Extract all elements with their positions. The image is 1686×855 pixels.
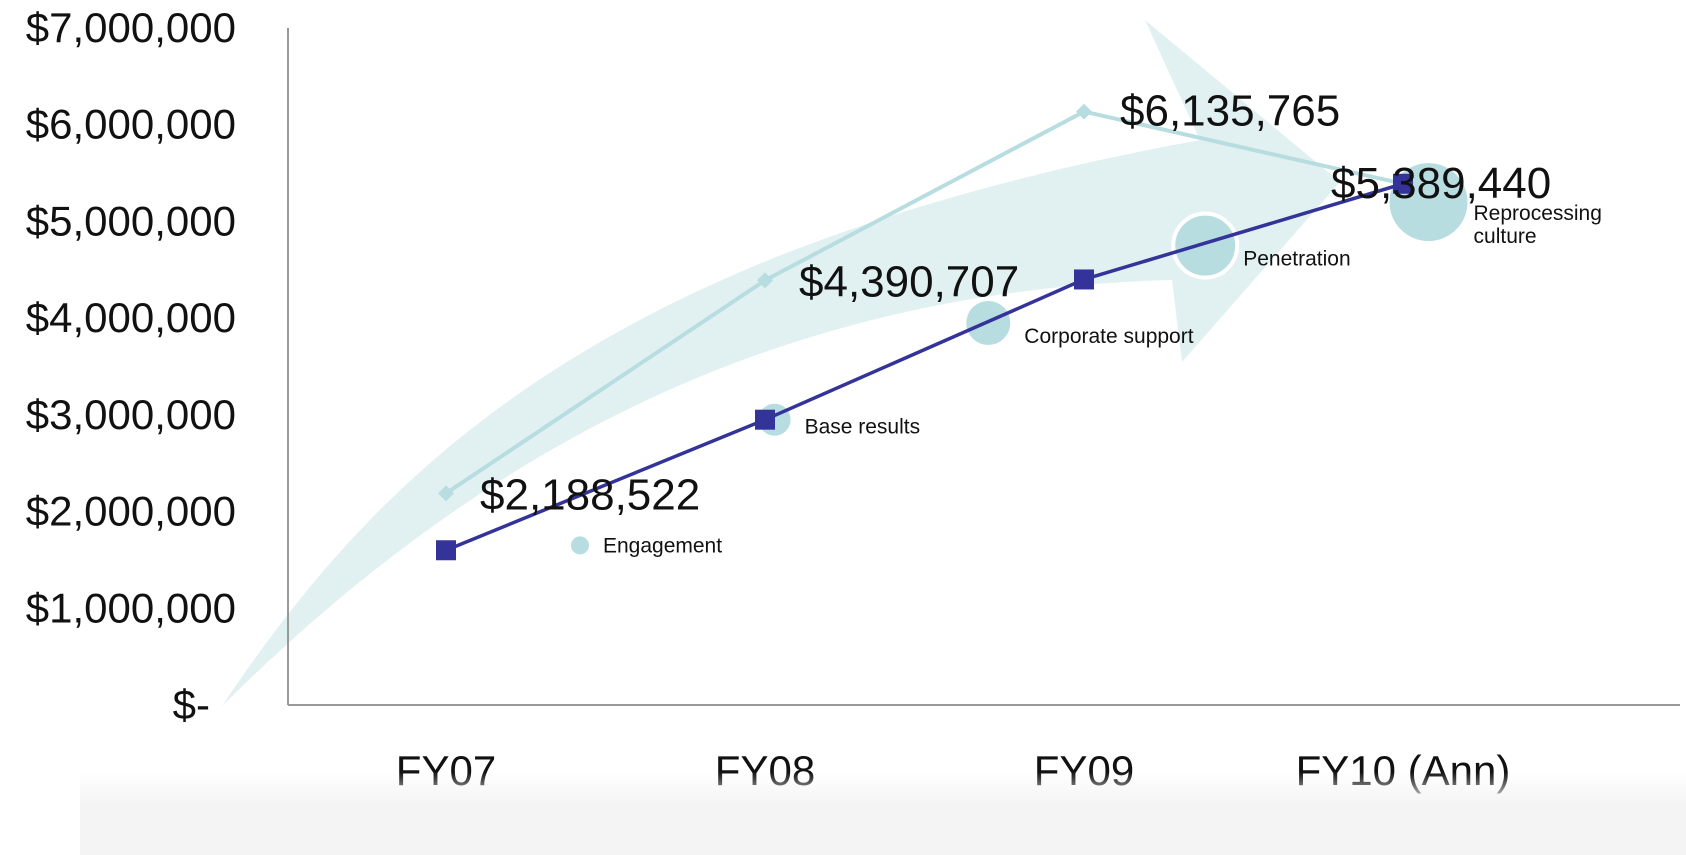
data-point — [438, 485, 454, 502]
data-point — [436, 540, 456, 561]
series-layer — [436, 103, 1413, 561]
data-point — [1393, 173, 1413, 194]
y-tick-label: $3,000,000 — [26, 391, 236, 438]
data-label: $4,390,707 — [799, 257, 1019, 306]
series-line — [445, 182, 1404, 552]
y-tick-label: $2,000,000 — [26, 488, 236, 535]
y-tick-label: $- — [173, 681, 210, 728]
data-point — [1076, 103, 1092, 120]
y-tick-label: $1,000,000 — [26, 584, 236, 631]
label-layer: $2,188,522 $4,390,707 $6,135,765 $5,389,440 — [480, 87, 1551, 520]
data-label: $6,135,765 — [1120, 87, 1340, 136]
bubble-label: Reprocessing culture — [1474, 202, 1602, 248]
x-tick-label: FY08 — [715, 747, 815, 794]
x-tick-label: FY10 (Ann) — [1296, 747, 1511, 794]
curved-arrow — [222, 20, 1340, 706]
data-label: $5,389,440 — [1331, 159, 1551, 208]
data-point — [757, 272, 773, 289]
bubble-label: Engagement — [603, 534, 722, 557]
data-point — [755, 409, 775, 430]
bubble-label: Base results — [805, 416, 921, 439]
y-tick-label: $6,000,000 — [26, 101, 236, 148]
bubble-label-line: culture — [1474, 225, 1537, 248]
data-label: $2,188,522 — [480, 470, 700, 519]
x-tick-label: FY07 — [396, 747, 496, 794]
bubble-label: Corporate support — [1024, 325, 1193, 348]
bubble-label-line: Reprocessing — [1474, 202, 1602, 225]
bubble — [566, 532, 593, 559]
series-line — [444, 109, 1404, 496]
x-tick-label: FY09 — [1034, 747, 1134, 794]
bubble-label: Penetration — [1243, 248, 1350, 271]
y-tick-label: $7,000,000 — [26, 4, 236, 51]
y-tick-label: $5,000,000 — [26, 197, 236, 244]
arrow-layer — [222, 20, 1340, 706]
y-tick-label: $4,000,000 — [26, 294, 236, 341]
axes-layer: $- $1,000,000 $2,000,000 $3,000,000 $4,000,0… — [26, 4, 1680, 794]
data-point — [1074, 269, 1094, 290]
bubble — [1171, 211, 1240, 280]
